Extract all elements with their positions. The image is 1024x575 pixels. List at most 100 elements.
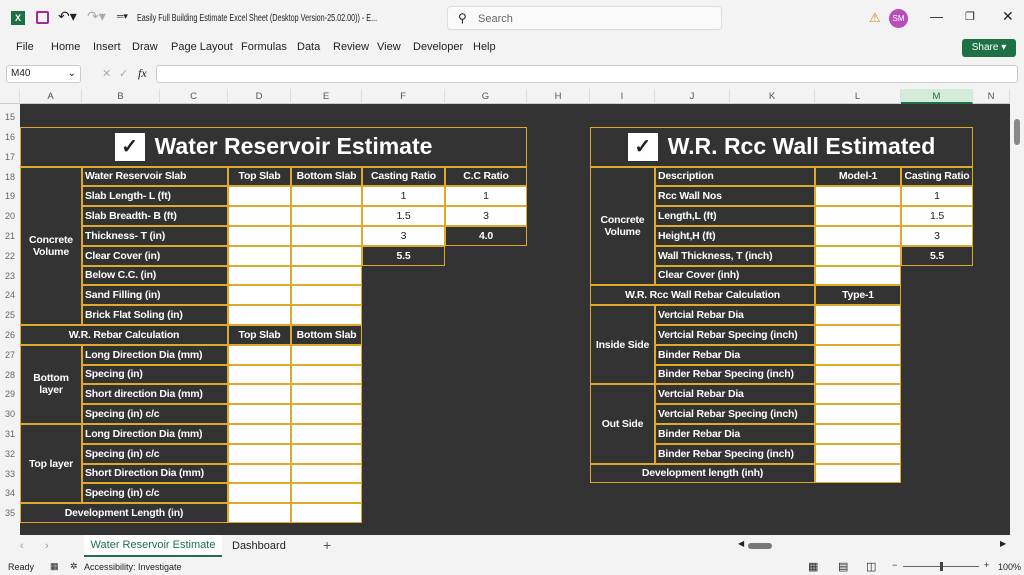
input-cell[interactable] [228, 245, 291, 266]
input-cell[interactable] [815, 206, 901, 226]
prev-sheet-icon[interactable]: ‹ [20, 540, 24, 552]
restore-button[interactable]: ❐ [965, 11, 975, 23]
page-break-view-icon[interactable]: ◫ [866, 561, 877, 573]
name-box[interactable]: M40 ⌄ [6, 65, 81, 83]
menu-insert[interactable]: Insert [93, 41, 121, 53]
input-cell[interactable] [291, 186, 362, 207]
input-cell[interactable] [815, 325, 901, 345]
input-cell[interactable] [291, 265, 362, 286]
row-header-28[interactable]: 28 [4, 369, 15, 380]
input-cell[interactable] [815, 364, 901, 385]
warning-icon[interactable]: ⚠ [869, 10, 881, 25]
zoom-slider[interactable] [903, 562, 979, 571]
formula-input[interactable] [156, 65, 1018, 83]
input-cell[interactable] [815, 424, 901, 444]
column-header-A[interactable]: A [20, 89, 82, 104]
column-header-L[interactable]: L [815, 89, 901, 104]
worksheet-grid[interactable]: ✓ Water Reservoir Estimate Concrete Volume… [20, 104, 1010, 535]
value-cell[interactable]: 3 [445, 206, 527, 226]
column-header-K[interactable]: K [730, 89, 815, 104]
input-cell[interactable] [291, 226, 362, 246]
row-header-18[interactable]: 18 [4, 171, 15, 182]
scroll-thumb[interactable] [1014, 119, 1020, 145]
input-cell[interactable] [228, 503, 291, 523]
value-cell[interactable]: 3 [901, 226, 973, 246]
column-header-M[interactable]: M [901, 89, 973, 104]
column-header-E[interactable]: E [291, 89, 362, 104]
row-header-22[interactable]: 22 [4, 250, 15, 261]
menu-home[interactable]: Home [51, 41, 81, 53]
input-cell[interactable] [815, 384, 901, 405]
row-header-21[interactable]: 21 [4, 231, 15, 241]
zoom-in-icon[interactable]: + [984, 560, 990, 570]
menu-review[interactable]: Review [333, 41, 370, 53]
share-button[interactable]: Share ▾ [962, 39, 1016, 57]
column-header-I[interactable]: I [590, 89, 655, 104]
input-cell[interactable] [291, 424, 362, 444]
row-header-35[interactable]: 35 [4, 508, 15, 519]
row-header-26[interactable]: 26 [4, 330, 15, 340]
value-cell[interactable]: 1.5 [362, 206, 445, 226]
redo-icon[interactable]: ↷▾ [87, 8, 106, 24]
input-cell[interactable] [291, 344, 362, 365]
menu-help[interactable]: Help [473, 41, 496, 53]
input-cell[interactable] [291, 305, 362, 325]
row-header-29[interactable]: 29 [4, 389, 15, 400]
input-cell[interactable] [291, 463, 362, 484]
column-header-N[interactable]: N [973, 89, 1010, 104]
value-cell[interactable]: 1 [445, 186, 527, 207]
insert-function-icon[interactable]: fx [138, 66, 147, 80]
menu-draw[interactable]: Draw [132, 41, 158, 53]
input-cell[interactable] [228, 265, 291, 286]
close-button[interactable]: ✕ [1002, 8, 1014, 24]
accessibility-status[interactable]: Accessibility: Investigate [84, 562, 182, 572]
input-cell[interactable] [291, 285, 362, 306]
avatar[interactable]: SM [889, 9, 908, 28]
input-cell[interactable] [291, 443, 362, 464]
scroll-thumb[interactable] [748, 543, 772, 549]
column-header-G[interactable]: G [445, 89, 527, 104]
input-cell[interactable] [291, 483, 362, 504]
input-cell[interactable] [815, 463, 901, 484]
row-header-23[interactable]: 23 [4, 270, 15, 281]
row-header-34[interactable]: 34 [4, 488, 15, 499]
input-cell[interactable] [291, 206, 362, 226]
row-header-32[interactable]: 32 [4, 448, 15, 459]
checkbox-icon[interactable]: ✓ [627, 132, 658, 161]
input-cell[interactable] [228, 226, 291, 246]
input-cell[interactable] [291, 364, 362, 385]
input-cell[interactable] [815, 443, 901, 464]
value-cell[interactable]: 1 [362, 186, 445, 207]
column-header-J[interactable]: J [655, 89, 730, 104]
column-header-C[interactable]: C [160, 89, 228, 104]
input-cell[interactable] [291, 404, 362, 424]
row-header-25[interactable]: 25 [4, 310, 15, 321]
cancel-icon[interactable]: ✕ [102, 68, 112, 80]
value-cell[interactable]: 4.0 [445, 226, 527, 246]
input-cell[interactable] [815, 404, 901, 424]
vertical-scrollbar[interactable] [1010, 89, 1024, 535]
menu-file[interactable]: File [16, 41, 34, 53]
value-cell[interactable]: 1 [901, 186, 973, 207]
macro-icon[interactable]: ▦ [50, 561, 59, 571]
input-cell[interactable] [228, 424, 291, 444]
menu-formulas[interactable]: Formulas [241, 41, 287, 53]
save-icon[interactable] [36, 11, 49, 24]
input-cell[interactable] [228, 305, 291, 325]
column-header-B[interactable]: B [82, 89, 160, 104]
select-all-corner[interactable] [0, 89, 20, 104]
value-cell[interactable]: 1.5 [901, 206, 973, 226]
menu-developer[interactable]: Developer [413, 41, 464, 53]
row-header-27[interactable]: 27 [4, 349, 15, 360]
input-cell[interactable] [228, 285, 291, 306]
input-cell[interactable] [815, 226, 901, 246]
input-cell[interactable] [228, 186, 291, 207]
input-cell[interactable] [228, 384, 291, 405]
search-box[interactable]: ⚲ Search [447, 6, 722, 30]
input-cell[interactable] [228, 206, 291, 226]
scroll-right-icon[interactable]: ▶ [1000, 539, 1007, 548]
input-cell[interactable] [815, 305, 901, 325]
tab-dashboard[interactable]: Dashboard [232, 540, 286, 552]
tab-water-reservoir-estimate[interactable]: Water Reservoir Estimate [84, 535, 222, 557]
enter-icon[interactable]: ✓ [119, 68, 129, 80]
